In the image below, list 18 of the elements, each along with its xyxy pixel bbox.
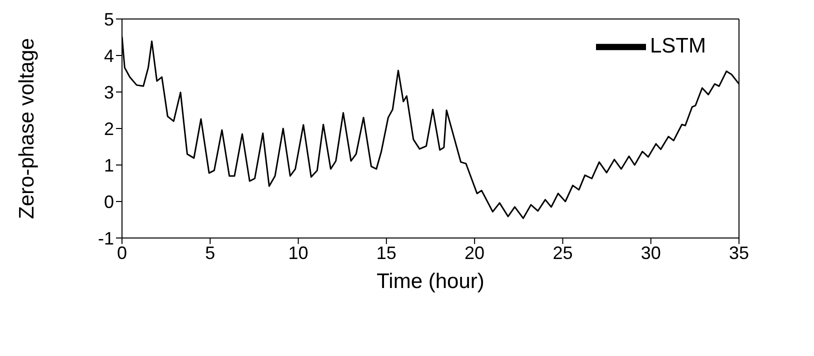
x-tick-label: 0 [116,242,128,263]
y-tick-label: 3 [104,82,114,102]
y-tick-label: 1 [104,155,114,176]
x-tick-label: 30 [640,242,661,263]
y-tick-label: -1 [98,228,114,248]
legend-label: LSTM [650,34,706,58]
x-tick-label: 25 [552,242,573,263]
x-tick-label: 15 [376,242,396,263]
x-tick-label: 35 [728,242,750,263]
y-tick-label: 5 [104,9,114,30]
x-tick-label: 20 [464,242,485,263]
x-tick-label: 10 [288,242,308,263]
y-tick-label: 0 [104,192,114,212]
y-axis-title: Zero-phase voltage [15,38,38,219]
x-tick-label: 5 [205,242,216,263]
y-tick-label: 2 [104,118,114,139]
x-axis-title: Time (hour) [376,270,484,293]
y-tick-label: 4 [104,46,114,66]
